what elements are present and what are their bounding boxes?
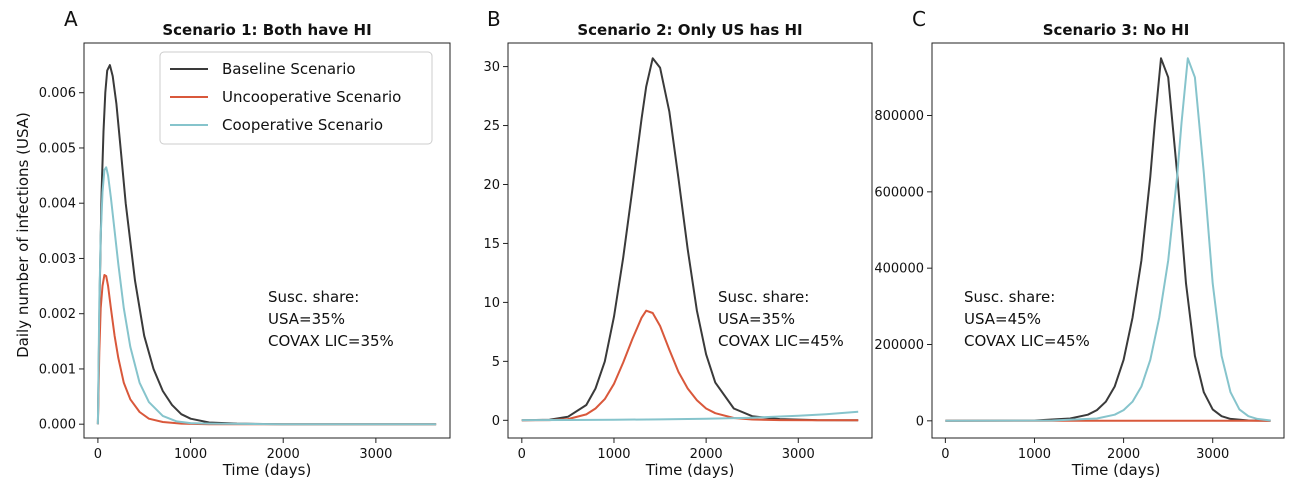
x-tick-label: 2000 <box>1107 447 1140 462</box>
y-tick-label: 30 <box>483 60 500 75</box>
panel-a-annotation: Susc. share: USA=35% COVAX LIC=35% <box>268 288 394 350</box>
panel-c-x-axis-label: Time (days) <box>1071 461 1161 479</box>
y-axis-label: Daily number of infections (USA) <box>14 112 32 358</box>
series-line-cooperative <box>96 166 437 426</box>
y-tick-label: 0 <box>492 414 500 429</box>
x-tick-label: 2000 <box>690 447 723 462</box>
panel-c-annotation-line: COVAX LIC=45% <box>964 332 1090 350</box>
panel-b-annotation-line: Susc. share: <box>718 288 809 306</box>
plot-frame <box>83 42 451 439</box>
panel-a-x-axis-label: Time (days) <box>222 461 312 479</box>
panel-b-annotation-line: USA=35% <box>718 310 795 328</box>
legend: Baseline Scenario Uncooperative Scenario… <box>159 51 433 145</box>
panel-b-annotation-line: COVAX LIC=45% <box>718 332 844 350</box>
x-tick-label: 0 <box>518 447 526 462</box>
y-tick-label: 0.005 <box>39 141 76 156</box>
panel-letter-b: B <box>487 7 501 31</box>
legend-label-cooperative: Cooperative Scenario <box>222 116 383 134</box>
plot-frame <box>931 42 1285 439</box>
y-tick-label: 25 <box>483 119 500 134</box>
y-tick-label: 0 <box>916 414 924 429</box>
y-tick-label: 5 <box>492 355 500 370</box>
panel-letter-c: C <box>912 7 926 31</box>
x-tick-label: 1000 <box>597 447 630 462</box>
panel-c-title: Scenario 3: No HI <box>1043 21 1190 39</box>
x-tick-label: 0 <box>94 447 102 462</box>
panel-a: Scenario 1: Both have HI Time (days) 0 10… <box>39 21 451 479</box>
panel-b-annotation: Susc. share: USA=35% COVAX LIC=45% <box>718 288 844 350</box>
y-tick-label: 0.004 <box>39 197 76 212</box>
series-line-uncooperative <box>96 274 437 426</box>
x-tick-label: 3000 <box>1196 447 1229 462</box>
panel-a-annotation-line: USA=35% <box>268 310 345 328</box>
panel-c: Scenario 3: No HI Time (days) 0 1000 2000 3… <box>874 21 1285 479</box>
panel-a-title: Scenario 1: Both have HI <box>162 21 371 39</box>
y-tick-label: 0.003 <box>39 252 76 267</box>
panel-c-annotation-line: Susc. share: <box>964 288 1055 306</box>
legend-label-uncooperative: Uncooperative Scenario <box>222 88 401 106</box>
panel-b-title: Scenario 2: Only US has HI <box>577 21 802 39</box>
panel-letter-a: A <box>64 7 78 31</box>
y-tick-label: 20 <box>483 178 500 193</box>
y-tick-label: 10 <box>483 296 500 311</box>
series-line-baseline <box>945 57 1271 422</box>
y-tick-label: 800000 <box>874 109 924 124</box>
y-tick-label: 0.000 <box>39 418 76 433</box>
series-line-cooperative <box>521 410 859 422</box>
y-tick-label: 15 <box>483 237 500 252</box>
x-tick-label: 1000 <box>174 447 207 462</box>
series-line-baseline <box>521 57 859 422</box>
panel-a-annotation-line: Susc. share: <box>268 288 359 306</box>
y-tick-label: 400000 <box>874 262 924 277</box>
legend-box <box>159 51 433 145</box>
panel-c-annotation-line: USA=45% <box>964 310 1041 328</box>
y-tick-label: 600000 <box>874 185 924 200</box>
y-tick-label: 200000 <box>874 338 924 353</box>
x-tick-label: 2000 <box>267 447 300 462</box>
panel-b-x-axis-label: Time (days) <box>645 461 735 479</box>
y-tick-label: 0.001 <box>39 362 76 377</box>
series-line-uncooperative <box>521 309 859 422</box>
x-tick-label: 0 <box>941 447 949 462</box>
y-tick-label: 0.002 <box>39 307 76 322</box>
panel-b: Scenario 2: Only US has HI Time (days) 0… <box>483 21 873 479</box>
panel-c-annotation: Susc. share: USA=45% COVAX LIC=45% <box>964 288 1090 350</box>
panel-a-annotation-line: COVAX LIC=35% <box>268 332 394 350</box>
y-tick-label: 0.006 <box>39 86 76 101</box>
x-tick-label: 1000 <box>1018 447 1051 462</box>
legend-label-baseline: Baseline Scenario <box>222 60 356 78</box>
x-tick-label: 3000 <box>782 447 815 462</box>
plot-frame <box>507 42 873 439</box>
series-line-cooperative <box>945 57 1271 422</box>
x-tick-label: 3000 <box>359 447 392 462</box>
